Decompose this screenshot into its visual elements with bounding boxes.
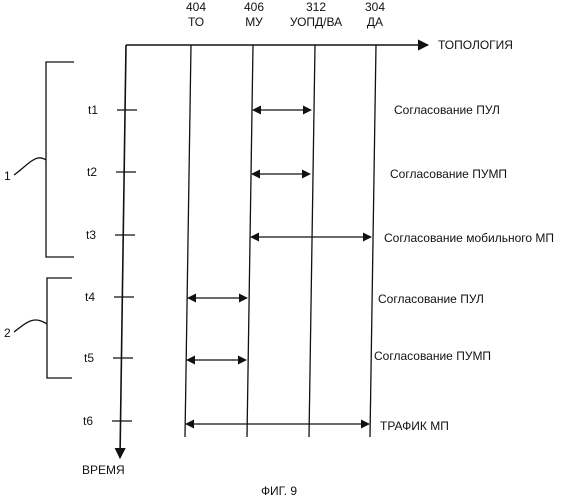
entity-uopd-va-number: 312: [306, 0, 326, 14]
topology-axis-label: ТОПОЛОГИЯ: [438, 38, 513, 52]
entity-to-number: 404: [186, 0, 206, 14]
time-label-t3: t3: [86, 228, 96, 242]
message-label-t2: Согласование ПУМП: [390, 167, 507, 181]
group-2-label: 2: [4, 326, 11, 340]
figure-caption: ФИГ. 9: [261, 484, 297, 498]
group-1-leader: [14, 158, 46, 175]
entity-da-number: 304: [365, 0, 385, 14]
group-2-leader: [14, 320, 47, 332]
entity-uopd-va-name: УОПД/ВА: [290, 15, 342, 29]
lifeline-uopd-va: [309, 45, 315, 437]
entity-to-name: ТО: [188, 15, 204, 29]
message-label-t5: Согласование ПУМП: [374, 349, 491, 363]
group-1-bracket: [46, 62, 74, 257]
time-label-t1: t1: [88, 103, 98, 117]
message-label-t4: Согласование ПУЛ: [378, 292, 484, 306]
time-axis: [120, 45, 126, 458]
message-label-t1: Согласование ПУЛ: [394, 103, 500, 117]
entity-da-name: ДА: [367, 15, 383, 29]
group-2-bracket: [47, 278, 72, 378]
group-1-label: 1: [4, 169, 11, 183]
time-label-t5: t5: [84, 351, 94, 365]
lifeline-da: [370, 45, 376, 437]
entity-mu-number: 406: [244, 0, 264, 14]
time-label-t2: t2: [87, 165, 97, 179]
time-label-t6: t6: [83, 414, 93, 428]
time-axis-label: ВРЕМЯ: [82, 463, 125, 477]
message-label-t3: Согласование мобильного МП: [384, 231, 554, 245]
message-label-t6: ТРАФИК МП: [380, 419, 449, 433]
lifeline-mu: [247, 45, 253, 437]
lifeline-to: [185, 45, 191, 437]
entity-mu-name: МУ: [245, 15, 263, 29]
time-label-t4: t4: [85, 290, 95, 304]
